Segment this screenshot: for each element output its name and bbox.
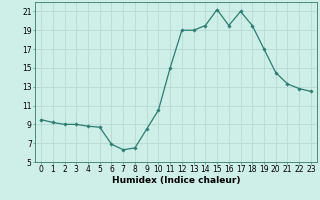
X-axis label: Humidex (Indice chaleur): Humidex (Indice chaleur) [112,176,240,185]
